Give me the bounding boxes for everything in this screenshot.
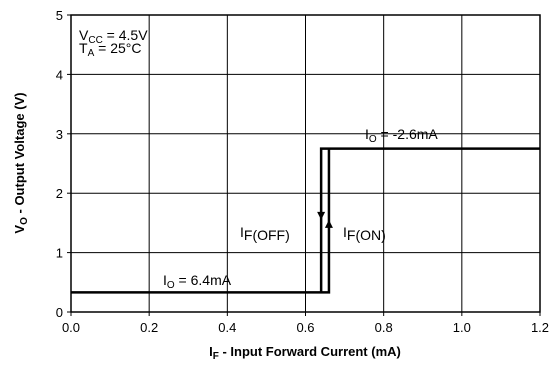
x-tick-labels: 0.0 0.2 0.4 0.6 0.8 1.0 1.2 xyxy=(62,312,549,335)
io-low-label: IO = 6.4mA xyxy=(163,272,232,291)
x-tick-label: 0.0 xyxy=(62,320,80,335)
y-tick-labels: 0 1 2 3 4 5 xyxy=(56,8,71,320)
y-tick-label: 0 xyxy=(56,305,63,320)
transition-arrows xyxy=(317,196,333,241)
x-tick-label: 0.6 xyxy=(296,320,314,335)
y-tick-label: 3 xyxy=(56,127,63,142)
y-tick-label: 5 xyxy=(56,8,63,23)
series-lines xyxy=(71,147,540,294)
if-off-label: IF(OFF) xyxy=(240,224,290,243)
grid xyxy=(71,15,540,312)
y-tick-label: 2 xyxy=(56,186,63,201)
x-tick-label: 0.2 xyxy=(140,320,158,335)
y-axis-title: VO - Output Voltage (V) xyxy=(12,92,30,233)
x-tick-label: 1.2 xyxy=(531,320,549,335)
io-high-label: IO = -2.6mA xyxy=(365,126,438,145)
y-tick-label: 1 xyxy=(56,246,63,261)
turn-on-curve xyxy=(71,148,331,294)
vcc-label: VCC = 4.5V xyxy=(79,27,148,46)
ta-label: TA = 25°C xyxy=(79,40,141,59)
if-on-label: IF(ON) xyxy=(343,224,386,243)
x-axis-title: IF - Input Forward Current (mA) xyxy=(209,344,401,362)
y-tick-label: 4 xyxy=(56,67,63,82)
turn-off-curve xyxy=(319,147,540,293)
x-tick-label: 0.8 xyxy=(375,320,393,335)
arrow-down-icon xyxy=(317,211,326,220)
arrow-up-icon xyxy=(324,219,333,228)
x-tick-label: 1.0 xyxy=(453,320,471,335)
x-tick-label: 0.4 xyxy=(218,320,236,335)
